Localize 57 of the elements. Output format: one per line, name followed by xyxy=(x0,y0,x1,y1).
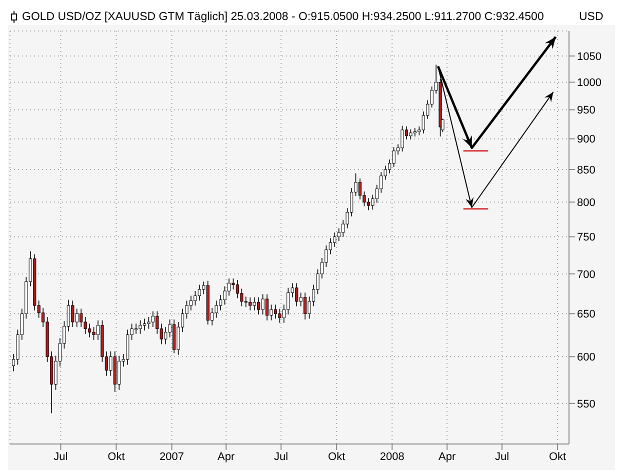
candlestick xyxy=(392,146,396,168)
candlestick xyxy=(84,316,87,334)
y-tick-label: 800 xyxy=(577,197,596,210)
y-tick-label: 550 xyxy=(577,398,596,410)
candlestick xyxy=(134,323,138,334)
candlestick xyxy=(400,125,404,152)
x-tick-label: Apr xyxy=(438,450,456,463)
candlestick xyxy=(261,294,264,315)
candlestick xyxy=(142,318,146,331)
candlestick xyxy=(265,294,269,321)
candlestick xyxy=(333,232,336,248)
candlestick xyxy=(240,288,244,307)
x-tick-label: Jul xyxy=(274,450,288,463)
candlestick xyxy=(278,308,282,324)
candlestick xyxy=(80,308,83,328)
y-tick-label: 1050 xyxy=(577,50,602,63)
candlestick xyxy=(274,304,278,320)
candlestick xyxy=(232,278,235,290)
y-tick-label: 750 xyxy=(577,232,596,244)
candlestick xyxy=(236,280,240,299)
candlestick xyxy=(71,300,74,328)
candlestick xyxy=(223,286,226,306)
candlestick xyxy=(147,316,150,330)
x-tick-label: Jul xyxy=(54,450,68,463)
x-tick-label: Okt xyxy=(108,450,125,463)
candlestick xyxy=(409,128,412,140)
x-tick-label: 2008 xyxy=(380,450,404,463)
candlestick xyxy=(248,296,252,311)
y-tick-label: 600 xyxy=(577,352,596,364)
candlestick xyxy=(92,326,96,340)
y-tick-label: 850 xyxy=(577,164,596,176)
x-tick-label: Okt xyxy=(548,450,566,463)
y-axis-title: USD xyxy=(579,10,604,22)
candlestick xyxy=(164,326,168,345)
candlestick xyxy=(295,282,298,307)
candlestick xyxy=(138,320,142,334)
y-tick-label: 700 xyxy=(577,268,596,281)
y-tick-label: 1000 xyxy=(577,77,602,90)
x-tick-label: Okt xyxy=(328,450,346,463)
x-tick-label: Apr xyxy=(218,450,236,463)
y-tick-label: 900 xyxy=(577,134,596,146)
y-tick-label: 650 xyxy=(577,308,596,321)
candlestick xyxy=(189,295,193,311)
x-tick-label: Jul xyxy=(494,450,510,463)
candlestick xyxy=(194,290,197,306)
x-tick-label: 2007 xyxy=(160,450,184,463)
candlestick xyxy=(118,355,121,390)
candlestick xyxy=(227,278,231,296)
candlestick xyxy=(252,296,256,311)
candlestick xyxy=(337,228,340,242)
candlestick xyxy=(214,300,218,318)
candlestick xyxy=(358,178,362,200)
chart-title: GOLD USD/OZ [XAUUSD GTM Täglich] 25.03.2008 - O:915.0500 H:934.2500 L:911.2700 C:932.4500 xyxy=(22,10,545,22)
y-tick-label: 950 xyxy=(577,104,596,117)
candlestick xyxy=(75,308,78,328)
candlestick xyxy=(286,287,290,315)
candlestick xyxy=(366,198,370,211)
